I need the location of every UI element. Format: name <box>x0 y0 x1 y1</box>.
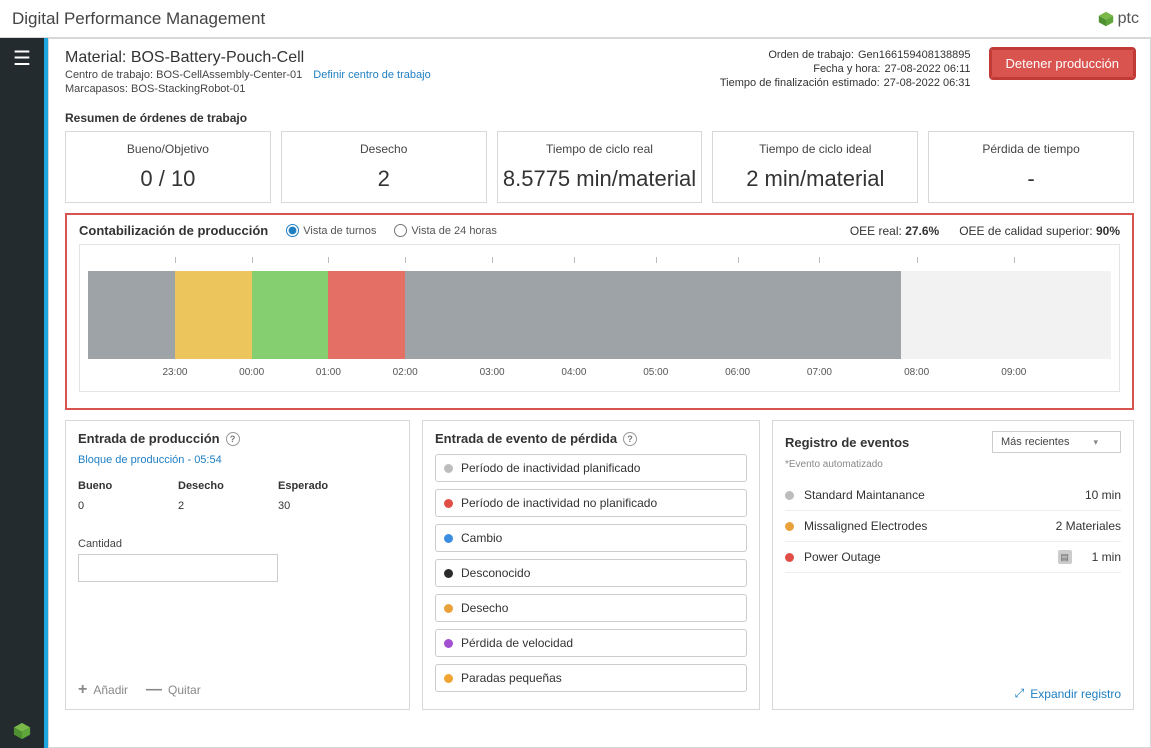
add-button[interactable]: +Añadir <box>78 681 128 699</box>
kpi-card: Pérdida de tiempo - <box>928 131 1134 203</box>
status-dot <box>444 534 453 543</box>
loss-event-option[interactable]: Período de inactividad no planificado <box>435 489 747 517</box>
timeline-ticks <box>88 257 1111 265</box>
time-label: 02:00 <box>393 367 418 378</box>
status-dot <box>444 464 453 473</box>
time-label: 04:00 <box>561 367 586 378</box>
event-row[interactable]: Missaligned Electrodes2 Materiales <box>785 511 1121 542</box>
production-accounting: Contabilización de producción Vista de t… <box>65 213 1134 410</box>
kpi-value: 8.5775 min/material <box>502 166 698 192</box>
summary-title: Resumen de órdenes de trabajo <box>49 101 1150 131</box>
event-row[interactable]: Power Outage▤1 min <box>785 542 1121 573</box>
oee-quality: OEE de calidad superior: 90% <box>959 224 1120 238</box>
loss-event-option[interactable]: Cambio <box>435 524 747 552</box>
sidebar-bottom-icon[interactable] <box>13 722 31 740</box>
oee-real: OEE real: 27.6% <box>850 224 939 238</box>
stop-production-button[interactable]: Detener producción <box>991 49 1134 78</box>
brand-logo: ptc <box>1098 10 1139 28</box>
status-dot <box>444 499 453 508</box>
timeline-segment <box>252 271 329 359</box>
menu-icon[interactable]: ☰ <box>13 46 31 71</box>
kpi-value: 0 / 10 <box>70 166 266 192</box>
loss-event-option[interactable]: Período de inactividad planificado <box>435 454 747 482</box>
header-meta: Orden de trabajo:Gen166159408138895 Fech… <box>720 49 971 91</box>
minus-icon: — <box>146 681 162 699</box>
time-label: 09:00 <box>1001 367 1026 378</box>
time-label: 03:00 <box>480 367 505 378</box>
time-label: 05:00 <box>643 367 668 378</box>
timeline-segment <box>328 271 405 359</box>
timeline-segment <box>175 271 252 359</box>
loss-event-option[interactable]: Desecho <box>435 594 747 622</box>
help-icon[interactable]: ? <box>623 432 637 446</box>
time-label: 00:00 <box>239 367 264 378</box>
define-work-center-link[interactable]: Definir centro de trabajo <box>313 69 430 81</box>
kpi-card: Bueno/Objetivo 0 / 10 <box>65 131 271 203</box>
accounting-title: Contabilización de producción <box>79 223 268 238</box>
status-dot <box>785 553 794 562</box>
view-shift-radio[interactable]: Vista de turnos <box>286 224 376 237</box>
timeline-segment <box>405 271 901 359</box>
kpi-value: 2 <box>286 166 482 192</box>
help-icon[interactable]: ? <box>226 432 240 446</box>
status-dot <box>785 491 794 500</box>
timeline-chart <box>88 271 1111 359</box>
top-bar: Digital Performance Management ptc <box>0 0 1151 38</box>
plus-icon: + <box>78 681 87 699</box>
kpi-value: 2 min/material <box>717 166 913 192</box>
event-log-panel: Registro de eventos Más recientes▾ *Even… <box>772 420 1134 710</box>
timeline-labels: 23:00 00:00 01:00 02:00 03:00 04:00 05:00 06:00… <box>88 367 1111 383</box>
time-label: 06:00 <box>725 367 750 378</box>
quantity-input[interactable] <box>78 554 278 582</box>
sidebar: ☰ <box>0 38 44 748</box>
note-icon: ▤ <box>1058 550 1072 564</box>
kpi-label: Pérdida de tiempo <box>933 142 1129 156</box>
loss-event-option[interactable]: Pérdida de velocidad <box>435 629 747 657</box>
kpi-label: Desecho <box>286 142 482 156</box>
timeline-segment <box>88 271 175 359</box>
pacemaker-line: Marcapasos: BOS-StackingRobot-01 <box>65 83 431 95</box>
work-center-line: Centro de trabajo: BOS-CellAssembly-Cent… <box>65 69 431 81</box>
kpi-card: Tiempo de ciclo ideal 2 min/material <box>712 131 918 203</box>
time-label: 23:00 <box>162 367 187 378</box>
loss-event-option[interactable]: Paradas pequeñas <box>435 664 747 692</box>
material-title: Material: BOS-Battery-Pouch-Cell <box>65 49 431 67</box>
view-24h-radio[interactable]: Vista de 24 horas <box>394 224 496 237</box>
time-label: 07:00 <box>807 367 832 378</box>
timeline-segment <box>901 271 1111 359</box>
kpi-label: Tiempo de ciclo real <box>502 142 698 156</box>
status-dot <box>444 569 453 578</box>
status-dot <box>444 674 453 683</box>
quantity-label: Cantidad <box>78 538 397 550</box>
main-content: Material: BOS-Battery-Pouch-Cell Centro … <box>48 38 1151 748</box>
loss-event-entry-panel: Entrada de evento de pérdida? Período de… <box>422 420 760 710</box>
production-entry-panel: Entrada de producción? Bloque de producc… <box>65 420 410 710</box>
kpi-row: Bueno/Objetivo 0 / 10 Desecho 2 Tiempo de ci… <box>49 131 1150 213</box>
event-row[interactable]: Standard Maintanance10 min <box>785 480 1121 511</box>
kpi-label: Bueno/Objetivo <box>70 142 266 156</box>
auto-event-note: *Evento automatizado <box>785 459 1121 470</box>
status-dot <box>444 639 453 648</box>
status-dot <box>444 604 453 613</box>
app-title: Digital Performance Management <box>12 9 265 29</box>
kpi-card: Tiempo de ciclo real 8.5775 min/material <box>497 131 703 203</box>
production-block-label: Bloque de producción - 05:54 <box>78 454 397 466</box>
status-dot <box>785 522 794 531</box>
expand-log-link[interactable]: ⤢Expandir registro <box>1015 686 1121 701</box>
chevron-down-icon: ▾ <box>1093 437 1098 448</box>
expand-icon: ⤢ <box>1015 686 1025 701</box>
brand-text: ptc <box>1118 10 1139 28</box>
loss-event-option[interactable]: Desconocido <box>435 559 747 587</box>
remove-button[interactable]: —Quitar <box>146 681 201 699</box>
kpi-card: Desecho 2 <box>281 131 487 203</box>
kpi-label: Tiempo de ciclo ideal <box>717 142 913 156</box>
kpi-value: - <box>933 166 1129 192</box>
sort-select[interactable]: Más recientes▾ <box>992 431 1121 453</box>
ptc-cube-icon <box>1098 11 1114 27</box>
time-label: 08:00 <box>904 367 929 378</box>
time-label: 01:00 <box>316 367 341 378</box>
